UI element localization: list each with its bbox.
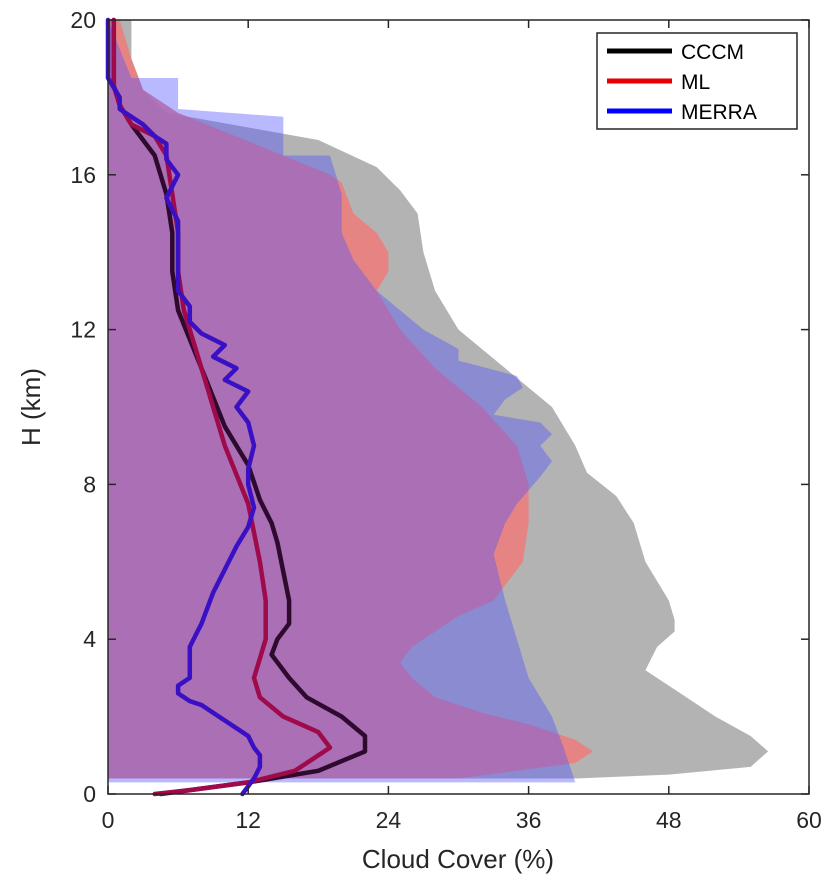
legend-label-merra: MERRA <box>681 101 757 124</box>
merra-band <box>108 20 576 783</box>
x-tick-label: 60 <box>796 807 822 833</box>
y-tick-label: 8 <box>83 471 96 497</box>
y-tick-label: 0 <box>83 781 96 807</box>
y-axis-label: H (km) <box>16 368 46 446</box>
x-tick-label: 36 <box>516 807 542 833</box>
legend-label-ml: ML <box>681 71 710 94</box>
ml-band <box>108 20 593 779</box>
y-tick-label: 4 <box>83 626 96 652</box>
y-tick-label: 12 <box>70 317 96 343</box>
ml-line <box>111 17 333 797</box>
x-axis-label: Cloud Cover (%) <box>362 844 554 874</box>
x-tick-label: 0 <box>102 807 115 833</box>
x-tick-label: 12 <box>235 807 261 833</box>
y-tick-label: 16 <box>70 162 96 188</box>
legend-label-cccm: CCCM <box>681 41 744 64</box>
x-tick-label: 48 <box>656 807 682 833</box>
merra-line <box>105 17 263 797</box>
legend: CCCM ML MERRA <box>596 32 798 130</box>
y-tick-label: 20 <box>70 7 96 33</box>
x-tick-label: 24 <box>376 807 402 833</box>
plot-area-frame <box>107 19 810 795</box>
uncertainty-bands <box>108 20 769 783</box>
cccm-line <box>111 17 368 797</box>
series-lines <box>105 17 368 797</box>
